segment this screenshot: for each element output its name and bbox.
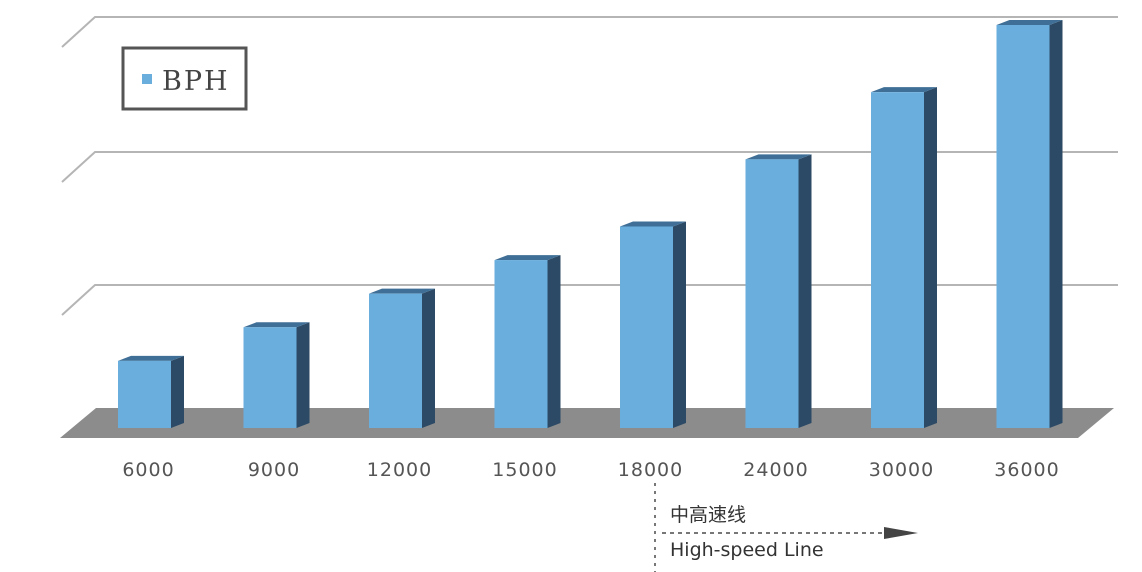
x-tick-label: 9000 [248, 459, 300, 481]
bar-side [924, 87, 937, 429]
x-tick-labels: 6000 9000 12000 15000 18000 24000 30000 36000 [122, 459, 1059, 481]
x-tick-label: 36000 [994, 459, 1059, 481]
bar-front [494, 260, 548, 428]
annotation-label-cn: 中高速线 [670, 504, 746, 526]
bar-front [620, 226, 673, 428]
legend: BPH [121, 46, 248, 111]
bar-top [494, 255, 561, 261]
bar [620, 221, 686, 428]
bar-top [369, 288, 435, 294]
bar-front [118, 360, 171, 428]
bar-top [996, 20, 1063, 25]
x-tick-label: 24000 [743, 459, 808, 481]
bars [118, 20, 1063, 429]
x-tick-label: 12000 [367, 459, 432, 481]
chart-floor [60, 408, 1114, 438]
bar [494, 255, 561, 428]
bar [369, 288, 435, 428]
bar-front [871, 92, 924, 429]
bar-top [745, 154, 812, 160]
bar-side [673, 221, 686, 428]
bar-side [422, 288, 435, 428]
bar-front [369, 293, 422, 428]
x-tick-label: 30000 [869, 459, 934, 481]
bar-side [171, 355, 184, 428]
bar-side [296, 322, 310, 428]
bar-top [243, 322, 310, 328]
bar-front [243, 327, 297, 428]
legend-label: BPH [162, 66, 230, 97]
bar [118, 355, 184, 428]
annotation-label-en: High-speed Line [670, 539, 824, 561]
x-tick-label: 6000 [122, 459, 174, 481]
x-tick-label: 15000 [492, 459, 557, 481]
grid-line [61, 151, 1118, 183]
bar [745, 154, 812, 429]
high-speed-line-annotation: 中高速线 High-speed Line [654, 483, 918, 572]
bar-front [996, 25, 1050, 428]
bar-top [620, 221, 686, 227]
bar [996, 20, 1063, 428]
grid-line [61, 16, 1118, 48]
grid-line [61, 284, 1118, 316]
x-tick-label: 18000 [618, 459, 683, 481]
bar-top [871, 87, 937, 93]
annotation-arrow-head [884, 527, 918, 539]
bar-top [118, 355, 184, 361]
bar-side [547, 255, 561, 428]
bar [871, 87, 937, 429]
bar-side [1049, 20, 1063, 428]
bar-front [745, 159, 799, 429]
legend-swatch [142, 74, 152, 84]
bar [243, 322, 310, 428]
bar-side [798, 154, 812, 429]
